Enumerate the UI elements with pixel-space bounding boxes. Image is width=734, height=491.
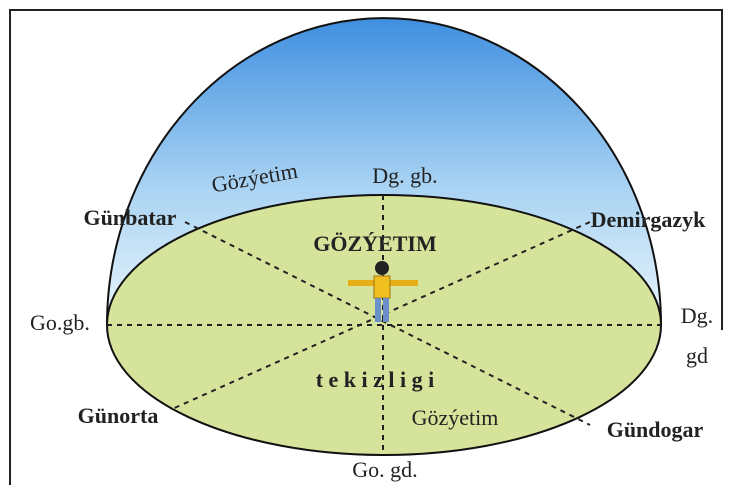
label: Demirgazyk bbox=[591, 207, 707, 232]
diagram: Gözýetim Dg. gb. Günbatar GÖZÝETIM Demir… bbox=[0, 0, 734, 491]
label: GÖZÝETIM bbox=[313, 231, 437, 256]
label: gd bbox=[686, 343, 708, 368]
label: Go. gd. bbox=[352, 457, 417, 482]
label: Günbatar bbox=[84, 205, 177, 230]
label: Dg. gb. bbox=[372, 163, 437, 188]
label: Günorta bbox=[78, 403, 159, 428]
label: Gözýetim bbox=[412, 405, 499, 430]
label: Dg. bbox=[681, 303, 713, 328]
label: Gündogar bbox=[607, 417, 704, 442]
label: Go.gb. bbox=[30, 310, 90, 335]
label: t e k i z l i g i bbox=[316, 367, 435, 392]
